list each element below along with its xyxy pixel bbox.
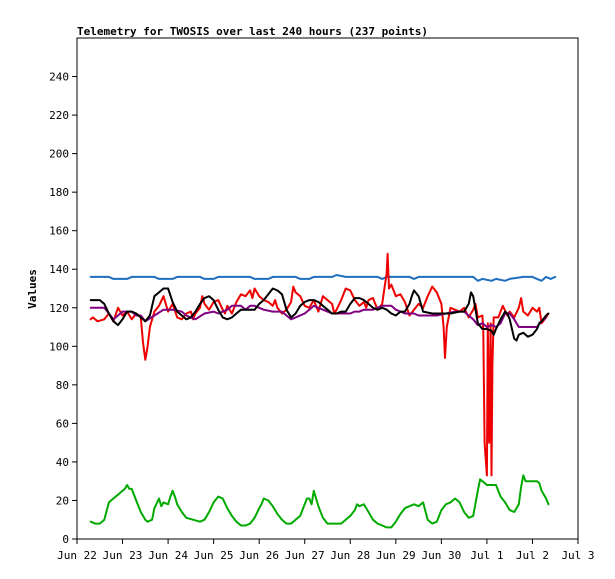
x-tick-label: Jun 25 bbox=[194, 549, 234, 562]
y-tick-label: 40 bbox=[56, 456, 69, 469]
series-line-5 bbox=[89, 474, 550, 529]
x-tick-label: Jun 22 bbox=[57, 549, 97, 562]
y-tick-label: 120 bbox=[49, 302, 69, 315]
y-tick-label: 160 bbox=[49, 225, 69, 238]
series-line-2 bbox=[89, 252, 550, 477]
y-tick-label: 0 bbox=[62, 533, 69, 546]
x-tick-label: Jul 2 bbox=[516, 549, 549, 562]
x-tick-label: Jul 3 bbox=[561, 549, 594, 562]
y-tick-label: 140 bbox=[49, 263, 69, 276]
y-tick-label: 220 bbox=[49, 109, 69, 122]
series-line-3 bbox=[89, 304, 548, 328]
x-tick-label: Jun 28 bbox=[330, 549, 370, 562]
x-tick-label: Jun 24 bbox=[148, 549, 188, 562]
y-tick-label: 20 bbox=[56, 494, 69, 507]
x-tick-label: Jun 30 bbox=[421, 549, 461, 562]
y-tick-label: 240 bbox=[49, 71, 69, 84]
x-axis: Jun 22 Jun 23 Jun 24 Jun 25 Jun 26 Jun 27 Jun … bbox=[57, 539, 595, 562]
y-tick-label: 180 bbox=[49, 186, 69, 199]
series-line-1 bbox=[89, 274, 557, 282]
x-tick-label: Jun 23 bbox=[103, 549, 143, 562]
series-line-4 bbox=[89, 287, 550, 342]
y-axis-label: Values bbox=[26, 269, 39, 309]
chart-title: Telemetry for TWOSIS over last 240 hours… bbox=[77, 25, 428, 38]
y-tick-label: 80 bbox=[56, 379, 69, 392]
y-tick-label: 100 bbox=[49, 340, 69, 353]
plot-area bbox=[76, 37, 579, 540]
y-tick-label: 60 bbox=[56, 417, 69, 430]
y-axis: 0 20 40 60 80 100 120 140 160 180 200 220 240 bbox=[49, 71, 77, 546]
series-layer bbox=[89, 252, 557, 529]
x-tick-label: Jun 27 bbox=[285, 549, 325, 562]
x-tick-label: Jul 1 bbox=[470, 549, 503, 562]
y-tick-label: 200 bbox=[49, 148, 69, 161]
x-tick-label: Jun 29 bbox=[376, 549, 416, 562]
x-tick-label: Jun 26 bbox=[239, 549, 279, 562]
